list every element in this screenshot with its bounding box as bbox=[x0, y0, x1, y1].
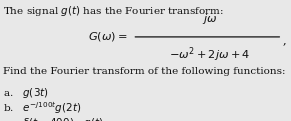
Text: The signal $g(t)$ has the Fourier transform:: The signal $g(t)$ has the Fourier transf… bbox=[3, 4, 225, 18]
Text: $G(\omega) =$: $G(\omega) =$ bbox=[88, 30, 128, 43]
Text: ,: , bbox=[283, 35, 286, 45]
Text: $j\omega$: $j\omega$ bbox=[202, 12, 217, 26]
Text: b.   $e^{-j100t}g(2t)$: b. $e^{-j100t}g(2t)$ bbox=[3, 100, 82, 116]
Text: $-\omega^2 + 2j\omega + 4$: $-\omega^2 + 2j\omega + 4$ bbox=[169, 46, 250, 64]
Text: c.   $\delta(t - 400) \bullet g(t)$: c. $\delta(t - 400) \bullet g(t)$ bbox=[3, 116, 104, 121]
Text: Find the Fourier transform of the following functions:: Find the Fourier transform of the follow… bbox=[3, 67, 286, 76]
Text: a.   $g(3t)$: a. $g(3t)$ bbox=[3, 86, 49, 100]
